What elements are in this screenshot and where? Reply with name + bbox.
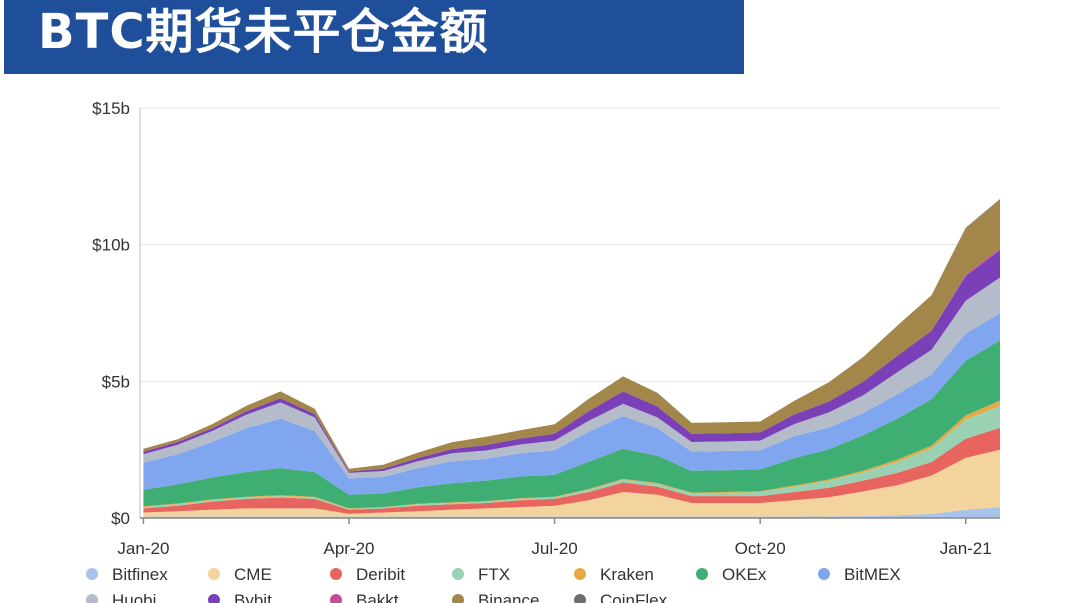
y-tick-label: $5b	[102, 372, 130, 391]
legend-swatch	[452, 594, 464, 603]
legend-swatch	[86, 594, 98, 603]
x-tick-label: Apr-20	[323, 539, 374, 558]
legend-swatch	[86, 568, 98, 580]
y-tick-label: $10b	[92, 236, 130, 255]
legend-label: CoinFlex	[600, 591, 668, 603]
open-interest-chart: $15b $10b $5b $0 Jan-20 Apr-20 Jul-20 Oct-20 Jan…	[86, 99, 1000, 603]
legend-swatch	[818, 568, 830, 580]
legend-swatch	[696, 568, 708, 580]
legend-label: OKEx	[722, 565, 767, 584]
area-bitmex	[143, 313, 1000, 495]
axes: $15b $10b $5b $0 Jan-20 Apr-20 Jul-20 Oct-20 Jan…	[92, 99, 1000, 558]
legend-label: Kraken	[600, 565, 654, 584]
legend-swatch	[452, 568, 464, 580]
area-deribit	[143, 427, 1000, 514]
legend-swatch	[574, 568, 586, 580]
legend-label: BitMEX	[844, 565, 901, 584]
legend-label: CME	[234, 565, 272, 584]
legend-label: Deribit	[356, 565, 405, 584]
legend-swatch	[208, 568, 220, 580]
legend-swatch	[574, 594, 586, 603]
area-kraken	[143, 400, 1000, 509]
grid-lines	[140, 107, 1000, 382]
legend-swatch	[330, 568, 342, 580]
legend-label: Bitfinex	[112, 565, 168, 584]
legend-label: Bakkt	[356, 591, 399, 603]
area-ftx	[143, 405, 1000, 510]
stacked-areas	[143, 199, 1000, 518]
x-tick-label: Jan-21	[940, 539, 992, 558]
area-cme	[143, 449, 1000, 517]
legend-swatch	[208, 594, 220, 603]
legend-label: Binance	[478, 591, 539, 603]
y-tick-label: $15b	[92, 99, 130, 118]
title-banner: BTC期货未平仓金额	[4, 0, 744, 74]
legend-label: Huobi	[112, 591, 156, 603]
legend-label: Bybit	[234, 591, 272, 603]
x-tick-label: Jan-20	[117, 539, 169, 558]
area-bitfinex	[143, 507, 1000, 518]
page-title: BTC期货未平仓金额	[38, 4, 489, 60]
area-binance	[143, 199, 1000, 472]
area-bybit	[143, 250, 1000, 473]
area-huobi	[143, 277, 1000, 479]
x-tick-label: Jul-20	[531, 539, 577, 558]
legend-label: FTX	[478, 565, 510, 584]
legend-swatch	[330, 594, 342, 603]
y-tick-label: $0	[111, 509, 130, 528]
x-tick-label: Oct-20	[735, 539, 786, 558]
legend: Bitfinex CME Deribit FTX Kraken OKEx BitMEX Huo…	[86, 565, 901, 603]
area-okex	[143, 340, 1000, 509]
